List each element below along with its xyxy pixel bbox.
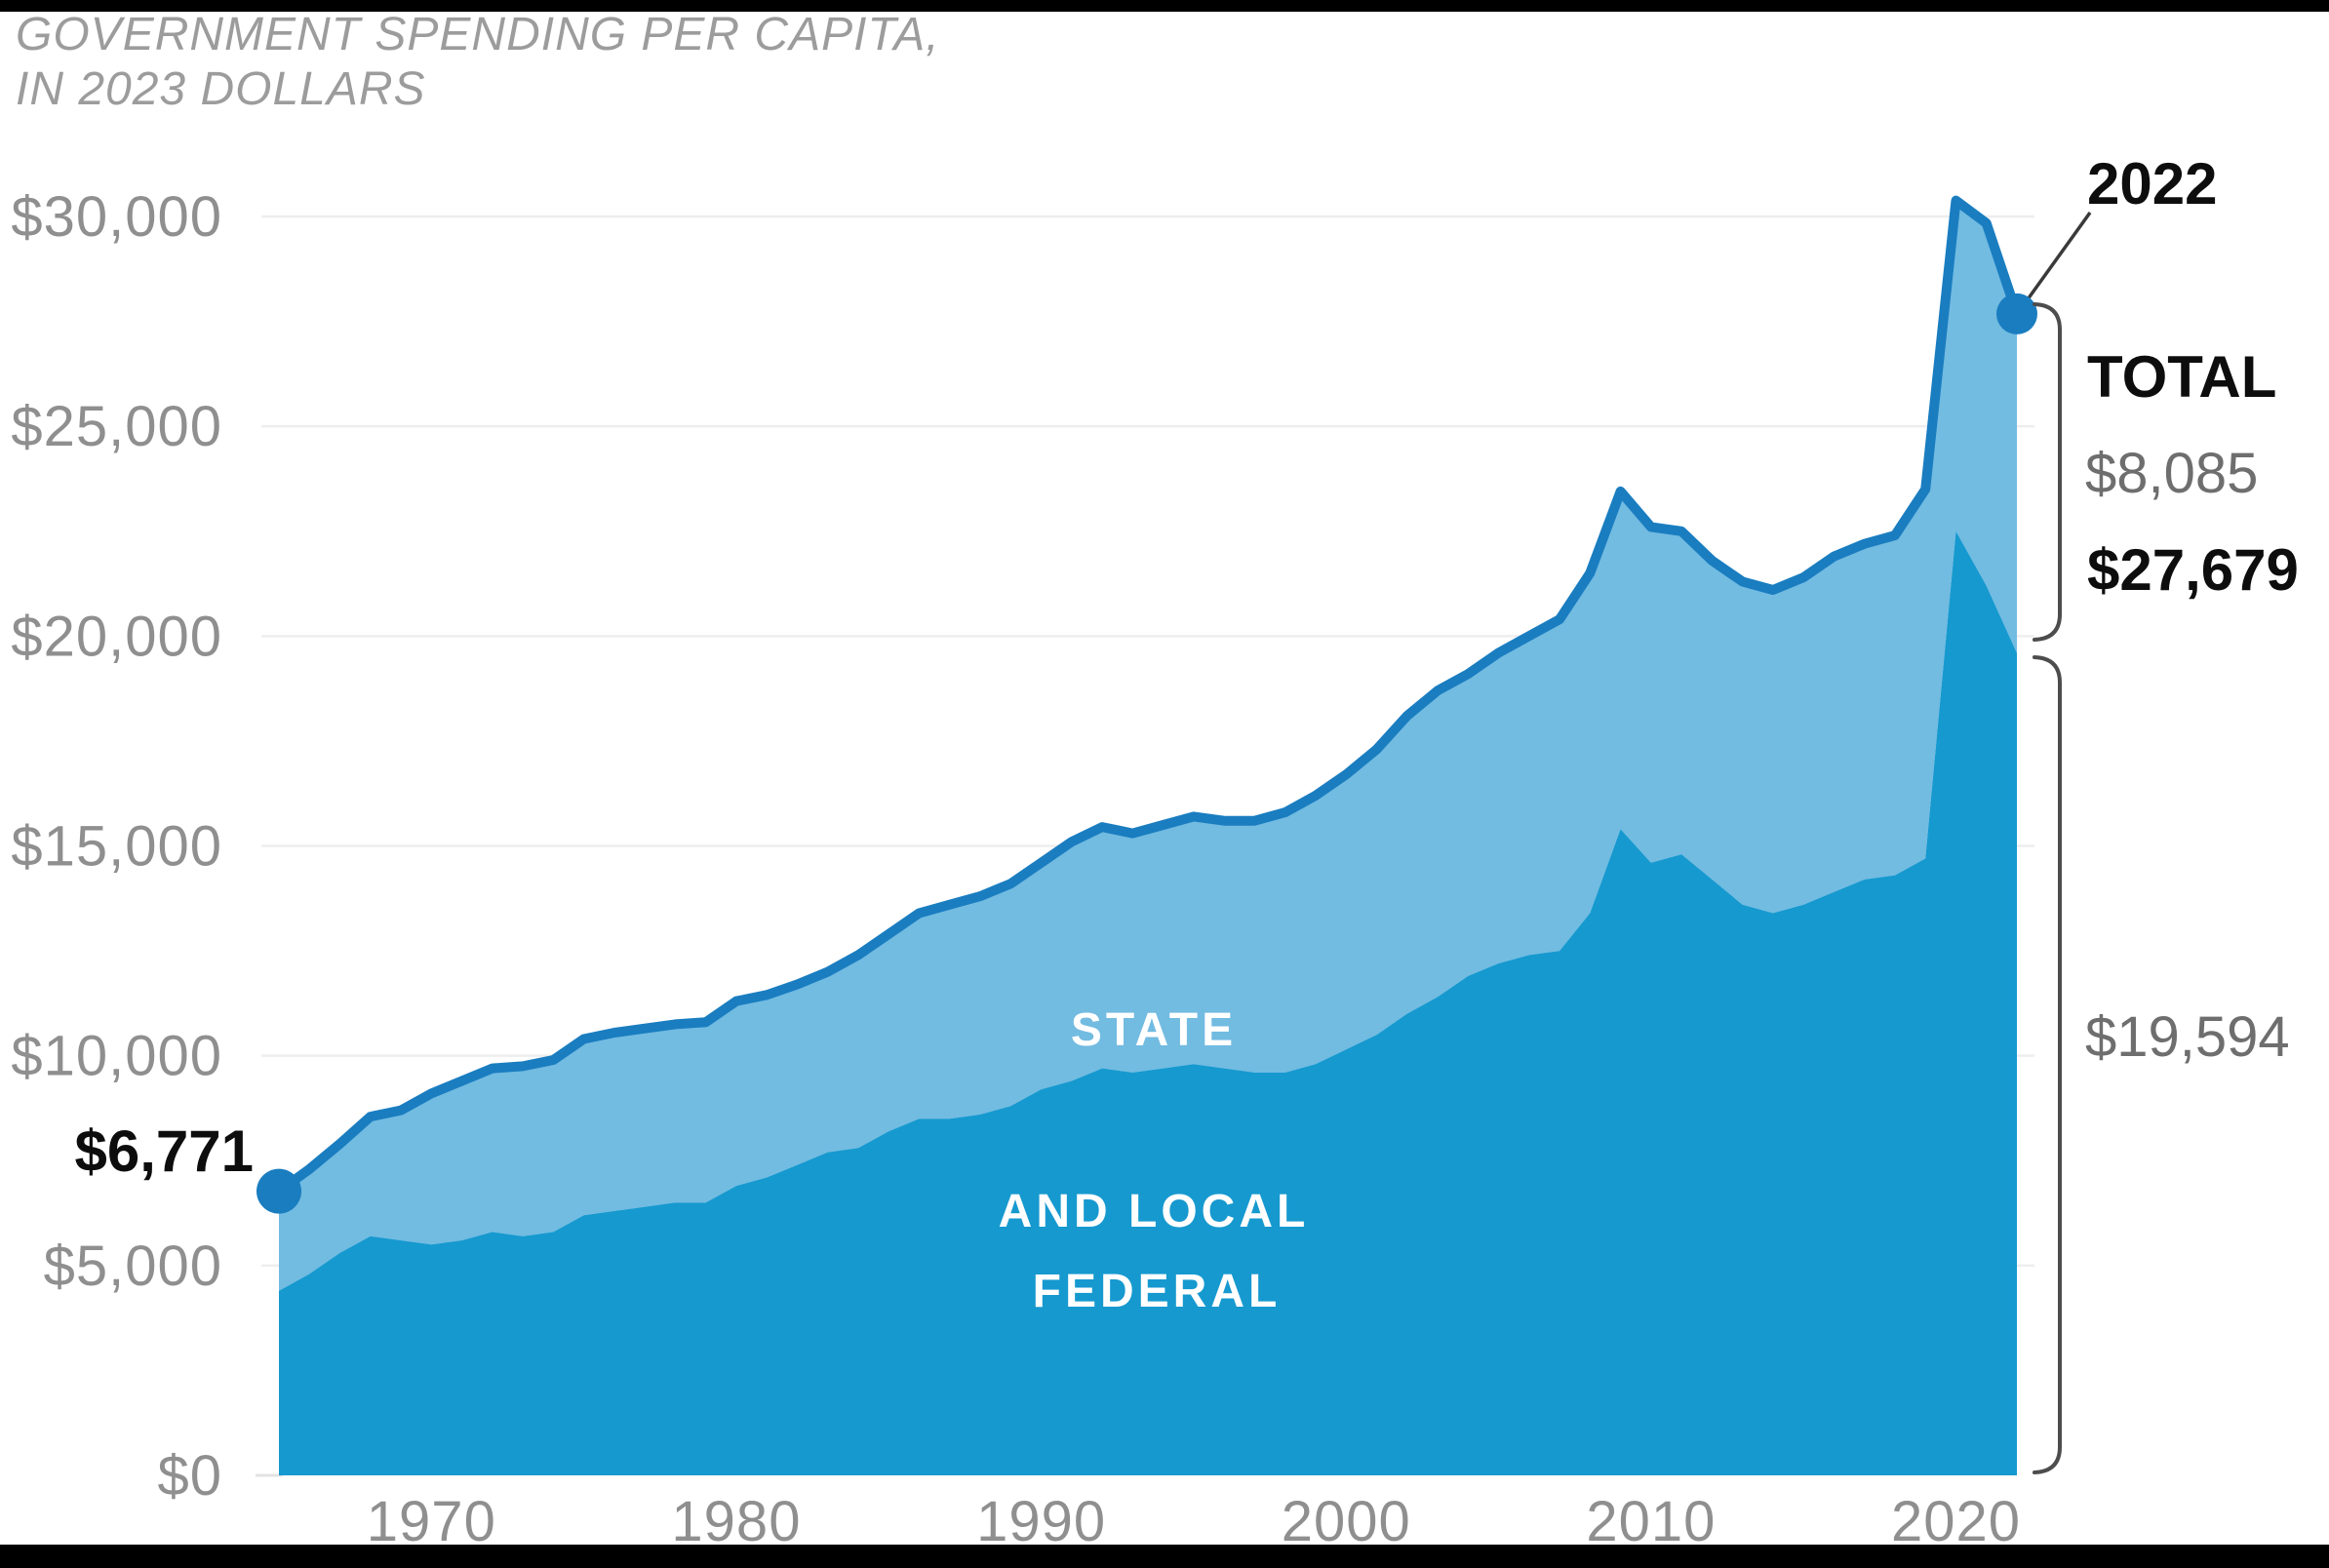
letterbox-bar-bottom: [0, 1545, 2329, 1568]
federal-area-label: FEDERAL: [1032, 1266, 1282, 1317]
y-axis-tick-label: $5,000: [44, 1235, 222, 1298]
end-annotation-year: 2022: [2087, 151, 2218, 216]
y-axis-tick-label: $0: [157, 1444, 222, 1508]
y-axis-tick-label: $30,000: [11, 185, 222, 249]
x-axis-tick-label: 1980: [671, 1490, 801, 1553]
x-axis-tick-label: 2010: [1586, 1490, 1716, 1553]
end-annotation-total-value: $27,679: [2087, 537, 2299, 603]
bracket-state-local: [2033, 302, 2062, 642]
x-axis-tick-label: 1970: [367, 1490, 496, 1553]
x-axis-tick-label: 2020: [1891, 1490, 2021, 1553]
end-total-annotation: 2022 TOTAL $27,679: [2087, 23, 2327, 667]
letterbox-bar-top: [0, 0, 2329, 12]
end-dot: [1996, 293, 2037, 334]
chart-title-line2: IN 2023 DOLLARS: [16, 63, 426, 115]
y-axis-tick-label: $10,000: [11, 1025, 222, 1088]
end-annotation-total-word: TOTAL: [2087, 344, 2277, 410]
annotation-connector-line: [2021, 211, 2092, 308]
federal-area: [279, 530, 2017, 1475]
y-axis-tick-label: $15,000: [11, 815, 222, 879]
chart-title-line1: GOVERNMENT SPENDING PER CAPITA,: [16, 9, 940, 60]
state-local-label-line1: STATE: [1070, 1004, 1238, 1056]
x-axis-tick-label: 1990: [976, 1490, 1106, 1553]
federal-2022-value: $19,594: [2085, 1005, 2290, 1069]
bracket-federal: [2033, 655, 2062, 1474]
y-axis-tick-label: $25,000: [11, 395, 222, 458]
y-axis-tick-label: $20,000: [11, 605, 222, 668]
state-local-2022-value: $8,085: [2085, 442, 2259, 505]
total-line: [274, 195, 2022, 1196]
state-local-label-line2: AND LOCAL: [998, 1186, 1310, 1237]
start-dot: [257, 1168, 301, 1214]
start-value-label: $6,771: [74, 1118, 254, 1184]
x-axis-tick-label: 2000: [1282, 1490, 1411, 1553]
state-local-area-label: STATE AND LOCAL: [939, 880, 1368, 1303]
